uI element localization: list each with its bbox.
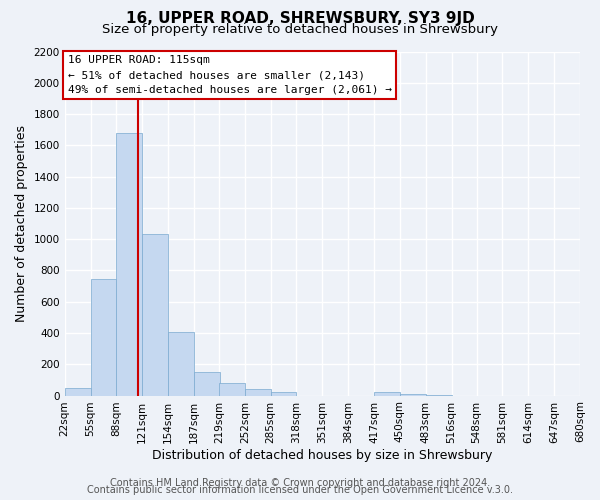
Bar: [400, 394, 426, 396]
Text: Size of property relative to detached houses in Shrewsbury: Size of property relative to detached ho…: [102, 22, 498, 36]
Bar: [65, 388, 91, 396]
Bar: [168, 332, 194, 396]
Bar: [426, 395, 452, 396]
Text: Contains HM Land Registry data © Crown copyright and database right 2024.: Contains HM Land Registry data © Crown c…: [110, 478, 490, 488]
Bar: [194, 372, 220, 396]
Text: 16, UPPER ROAD, SHREWSBURY, SY3 9JD: 16, UPPER ROAD, SHREWSBURY, SY3 9JD: [125, 11, 475, 26]
Y-axis label: Number of detached properties: Number of detached properties: [15, 125, 28, 322]
Bar: [91, 278, 116, 396]
Bar: [271, 392, 296, 396]
X-axis label: Distribution of detached houses by size in Shrewsbury: Distribution of detached houses by size …: [152, 450, 493, 462]
Text: Contains public sector information licensed under the Open Government Licence v.: Contains public sector information licen…: [87, 485, 513, 495]
Bar: [142, 234, 168, 396]
Text: 16 UPPER ROAD: 115sqm
← 51% of detached houses are smaller (2,143)
49% of semi-d: 16 UPPER ROAD: 115sqm ← 51% of detached …: [68, 56, 392, 95]
Bar: [116, 133, 142, 396]
Bar: [245, 390, 271, 396]
Bar: [219, 383, 245, 396]
Bar: [374, 392, 400, 396]
